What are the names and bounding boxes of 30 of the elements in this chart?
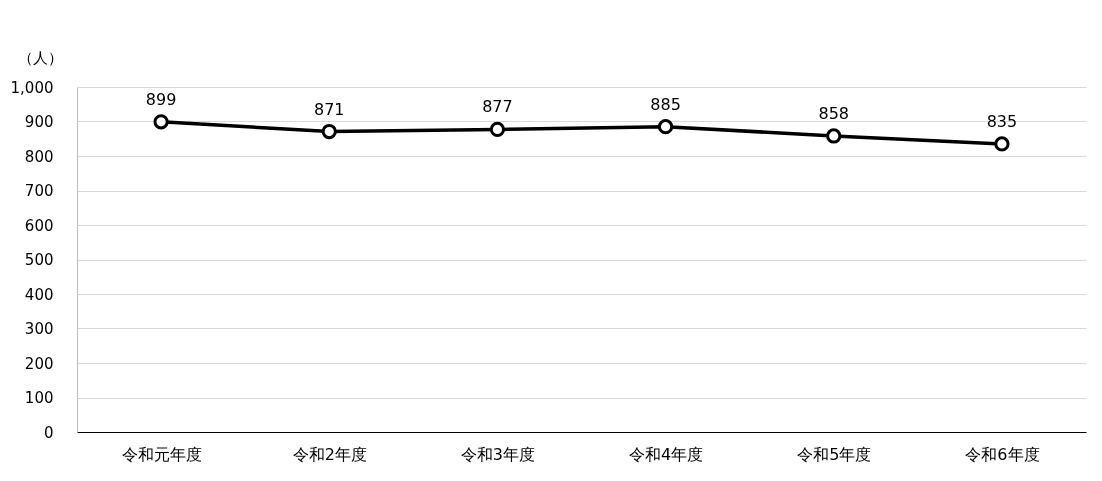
y-tick-label: 500 bbox=[24, 251, 54, 269]
y-axis-title: （人） bbox=[17, 48, 63, 67]
data-label: 877 bbox=[482, 97, 513, 117]
y-tick-label: 600 bbox=[24, 216, 54, 235]
data-label: 835 bbox=[986, 111, 1018, 131]
data-label: 871 bbox=[313, 99, 345, 119]
point bbox=[826, 128, 842, 144]
y-tick-label: 300 bbox=[24, 320, 54, 338]
data-label: 885 bbox=[650, 94, 681, 114]
x-tick-label: 令和2年度 bbox=[292, 444, 367, 464]
y-tick-label: 0 bbox=[43, 423, 54, 442]
y-tick-label: 200 bbox=[24, 354, 54, 373]
y-tick-label: 1,000 bbox=[10, 78, 54, 97]
point bbox=[489, 121, 506, 138]
y-tick-label: 700 bbox=[24, 182, 54, 200]
y-tick-label: 100 bbox=[24, 389, 54, 407]
x-tick-label: 令和4年度 bbox=[628, 444, 704, 464]
x-tick-label: 令和3年度 bbox=[460, 444, 536, 464]
point bbox=[153, 114, 169, 130]
point bbox=[994, 136, 1010, 152]
data-label: 899 bbox=[145, 89, 177, 109]
x-tick-label: 令和元年度 bbox=[121, 444, 202, 464]
point bbox=[321, 123, 337, 140]
point bbox=[657, 119, 674, 135]
data-label: 858 bbox=[818, 103, 850, 123]
x-tick-label: 令和6年度 bbox=[965, 444, 1040, 464]
x-tick-label: 令和5年度 bbox=[797, 444, 872, 464]
y-tick-label: 400 bbox=[24, 285, 54, 304]
y-tick-label: 800 bbox=[24, 147, 54, 166]
y-tick-label: 900 bbox=[24, 113, 54, 131]
